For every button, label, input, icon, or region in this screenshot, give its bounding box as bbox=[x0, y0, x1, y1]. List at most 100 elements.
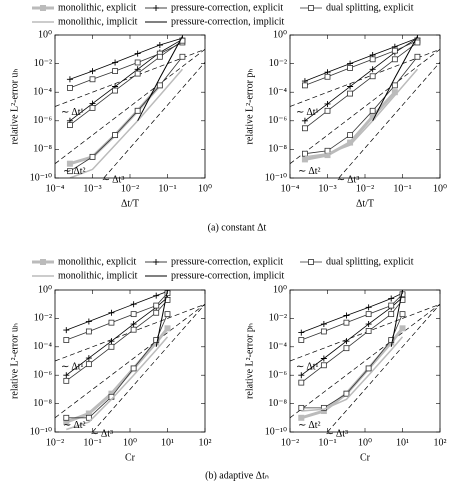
marker bbox=[63, 372, 70, 379]
x-axis-label: Cr bbox=[125, 452, 136, 463]
reference-line bbox=[55, 303, 205, 419]
reference-label: ∼ Δt² bbox=[298, 420, 321, 431]
legend-label: pressure-correction, implicit bbox=[171, 270, 285, 281]
series-line bbox=[304, 37, 418, 82]
marker bbox=[89, 104, 96, 111]
y-tick-label: 10⁻¹⁰ bbox=[265, 426, 287, 437]
marker bbox=[85, 328, 92, 335]
marker bbox=[365, 321, 372, 328]
series-line bbox=[390, 290, 403, 347]
marker bbox=[67, 122, 73, 129]
reference-label: ∼ Δt¹ bbox=[61, 361, 84, 372]
series-line bbox=[304, 42, 418, 129]
y-tick-label: 10⁻⁴ bbox=[268, 341, 287, 352]
marker bbox=[302, 125, 308, 132]
reference-label: ∼ Δt³ bbox=[102, 174, 125, 185]
marker bbox=[399, 311, 406, 318]
marker bbox=[153, 302, 160, 309]
marker bbox=[130, 301, 137, 308]
plot-area bbox=[290, 35, 440, 178]
series-line bbox=[69, 40, 183, 126]
reference-line bbox=[103, 61, 205, 178]
x-tick-label: 10⁻³ bbox=[83, 183, 101, 194]
marker bbox=[320, 355, 327, 362]
axes-frame bbox=[289, 289, 441, 433]
marker bbox=[391, 47, 398, 54]
marker bbox=[399, 297, 406, 303]
x-tick-label: 10¹ bbox=[161, 437, 174, 448]
x-tick-label: 10⁻¹ bbox=[393, 183, 411, 194]
marker bbox=[134, 50, 141, 57]
x-tick-label: 10⁻¹ bbox=[158, 183, 176, 194]
marker bbox=[63, 327, 70, 334]
marker bbox=[63, 377, 70, 384]
marker bbox=[369, 56, 376, 63]
marker bbox=[112, 68, 118, 74]
series-line bbox=[66, 292, 168, 341]
legend-marker bbox=[40, 5, 46, 11]
marker bbox=[153, 309, 160, 316]
x-axis-label: Δt/T bbox=[356, 198, 374, 209]
legend-marker bbox=[308, 5, 314, 11]
x-tick-label: 10⁰ bbox=[198, 183, 212, 194]
series-line bbox=[69, 37, 183, 80]
marker bbox=[156, 41, 163, 48]
y-tick-label: 10⁻⁸ bbox=[268, 398, 287, 409]
legend-label: dual splitting, explicit bbox=[326, 2, 414, 13]
marker bbox=[89, 76, 96, 83]
marker bbox=[85, 410, 92, 417]
y-tick-label: 10⁰ bbox=[38, 284, 52, 295]
legend-label: dual splitting, explicit bbox=[326, 256, 414, 267]
marker bbox=[89, 68, 96, 75]
y-tick-label: 10⁻¹⁰ bbox=[30, 172, 52, 183]
marker bbox=[324, 152, 331, 159]
marker bbox=[391, 89, 398, 96]
x-tick-label: 10² bbox=[434, 437, 447, 448]
plot-area bbox=[55, 35, 205, 178]
legend-marker bbox=[153, 259, 159, 265]
marker bbox=[391, 56, 398, 63]
marker bbox=[156, 53, 163, 60]
legend-label: monolithic, implicit bbox=[58, 270, 138, 281]
reference-line bbox=[290, 48, 440, 107]
marker bbox=[369, 107, 376, 114]
series-line bbox=[69, 56, 183, 172]
x-tick-label: 10⁻² bbox=[281, 437, 299, 448]
marker bbox=[108, 309, 115, 316]
reference-line bbox=[92, 303, 205, 432]
marker bbox=[112, 59, 119, 66]
y-tick-label: 10⁻⁸ bbox=[33, 398, 52, 409]
marker bbox=[298, 329, 305, 336]
legend-marker bbox=[40, 259, 46, 265]
marker bbox=[343, 319, 350, 326]
series-line bbox=[304, 40, 418, 86]
marker bbox=[347, 132, 353, 139]
legend-marker bbox=[153, 5, 159, 11]
legend-marker bbox=[308, 259, 314, 265]
marker bbox=[134, 70, 141, 77]
marker bbox=[108, 343, 115, 350]
series-line bbox=[69, 42, 183, 89]
marker bbox=[298, 404, 305, 411]
marker bbox=[324, 107, 331, 114]
caption: (b) adaptive Δtₙ bbox=[205, 470, 269, 481]
x-tick-label: 10¹ bbox=[396, 437, 409, 448]
reference-label: ∼ Δt² bbox=[63, 166, 86, 177]
marker bbox=[153, 337, 160, 343]
x-tick-label: 10⁻³ bbox=[318, 183, 336, 194]
x-tick-label: 10⁻⁴ bbox=[46, 183, 65, 194]
reference-label: ∼ Δt² bbox=[63, 420, 86, 431]
reference-line bbox=[290, 303, 440, 362]
x-tick-label: 10⁻¹ bbox=[318, 437, 336, 448]
y-tick-label: 10⁻⁶ bbox=[33, 115, 52, 126]
y-tick-label: 10⁻⁶ bbox=[33, 369, 52, 380]
marker bbox=[134, 107, 141, 114]
y-tick-label: 10⁰ bbox=[38, 29, 52, 40]
marker bbox=[414, 39, 421, 46]
marker bbox=[365, 365, 372, 372]
marker bbox=[347, 65, 353, 71]
marker bbox=[298, 414, 305, 421]
x-tick-label: 10⁻¹ bbox=[83, 437, 101, 448]
marker bbox=[343, 312, 350, 319]
